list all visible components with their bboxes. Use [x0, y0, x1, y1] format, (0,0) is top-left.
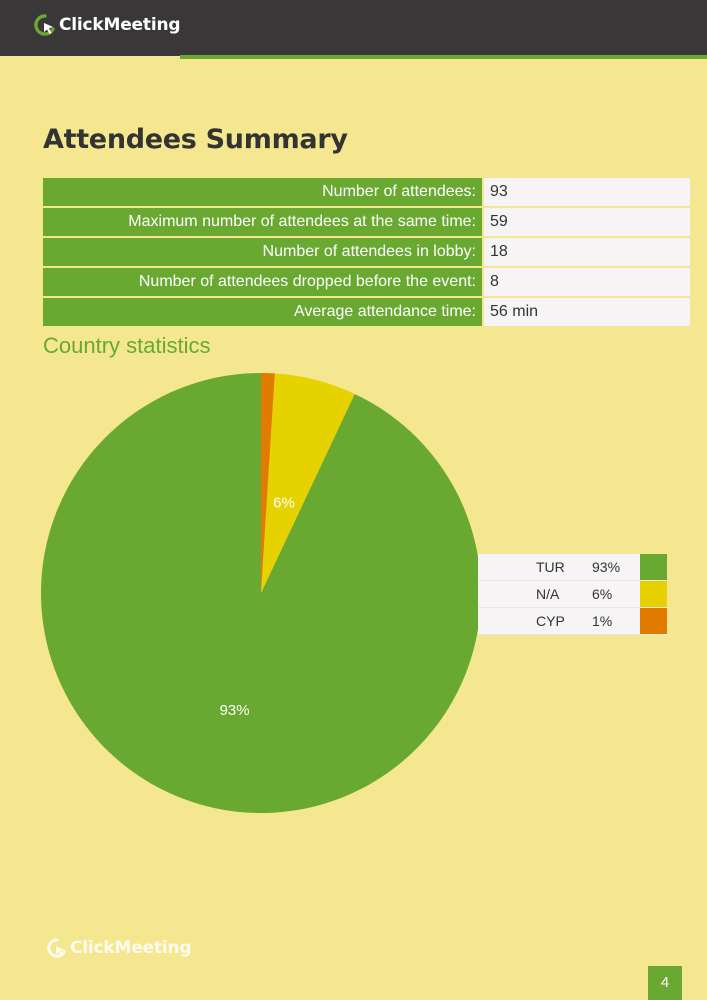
legend-country: CYP: [536, 613, 565, 629]
summary-label: Number of attendees in lobby:: [43, 238, 482, 266]
summary-value: 93: [482, 178, 690, 206]
legend-country: N/A: [536, 586, 560, 602]
legend-swatch: [640, 608, 667, 634]
clickmeeting-logo-icon: [34, 14, 55, 36]
summary-label: Number of attendees:: [43, 178, 482, 206]
header-accent-bar: [180, 55, 707, 59]
legend-item: TUR 93%: [478, 554, 667, 581]
legend-country: TUR: [536, 559, 565, 575]
pie-slice-label: 93%: [220, 702, 250, 719]
table-row: Number of attendees dropped before the e…: [43, 268, 690, 296]
table-row: Maximum number of attendees at the same …: [43, 208, 690, 236]
footer-logo: ClickMeeting: [47, 938, 192, 958]
page-title: Attendees Summary: [43, 124, 348, 155]
summary-value: 8: [482, 268, 690, 296]
attendees-summary-table: Number of attendees: 93 Maximum number o…: [43, 176, 690, 328]
legend-percent: 1%: [592, 613, 613, 629]
legend-swatch: [640, 554, 667, 580]
pie-slice-na: [261, 373, 355, 593]
footer-brand-name: ClickMeeting: [70, 938, 192, 958]
pie-slice-label: 6%: [273, 494, 295, 511]
country-pie-chart: 93% 6%: [41, 373, 482, 813]
clickmeeting-logo-icon: [47, 938, 66, 958]
table-row: Number of attendees: 93: [43, 178, 690, 206]
page-number: 4: [648, 966, 682, 1000]
table-row: Average attendance time: 56 min: [43, 298, 690, 326]
legend-item: CYP 1%: [478, 608, 667, 635]
summary-value: 59: [482, 208, 690, 236]
pie-slice-cyp: [261, 373, 275, 593]
legend-percent: 93%: [592, 559, 621, 575]
legend-percent: 6%: [592, 586, 613, 602]
summary-value: 18: [482, 238, 690, 266]
summary-label: Average attendance time:: [43, 298, 482, 326]
brand-logo[interactable]: ClickMeeting: [34, 14, 181, 36]
header-bar: ClickMeeting: [0, 0, 707, 56]
chart-legend: TUR 93% N/A 6% CYP 1%: [478, 554, 667, 635]
table-row: Number of attendees in lobby: 18: [43, 238, 690, 266]
summary-label: Number of attendees dropped before the e…: [43, 268, 482, 296]
country-statistics-heading: Country statistics: [43, 333, 211, 358]
legend-swatch: [640, 581, 667, 607]
summary-label: Maximum number of attendees at the same …: [43, 208, 482, 236]
brand-name: ClickMeeting: [59, 15, 181, 35]
legend-item: N/A 6%: [478, 581, 667, 608]
pie-slice-tur: [41, 373, 482, 813]
summary-value: 56 min: [482, 298, 690, 326]
